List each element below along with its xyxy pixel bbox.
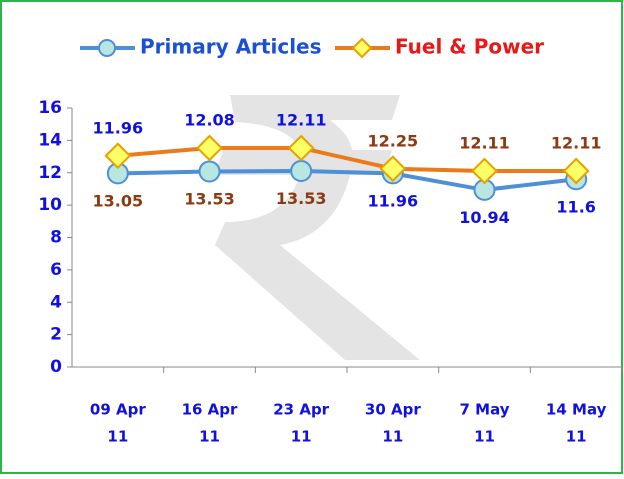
data-label: 11.96 xyxy=(93,119,144,138)
x-tick-label: 11 xyxy=(107,428,128,446)
y-tick-label: 14 xyxy=(38,130,62,150)
data-label: 12.11 xyxy=(551,134,602,153)
x-tick-label: 7 May xyxy=(459,401,509,419)
x-tick-label: 30 Apr xyxy=(365,401,421,419)
x-tick-label: 11 xyxy=(566,428,587,446)
data-label: 11.6 xyxy=(556,197,595,216)
x-tick-label: 11 xyxy=(291,428,312,446)
y-tick-label: 12 xyxy=(38,163,62,183)
chart: 0 2 4 6 8 10 12 14 16 09 Apr 11 16 Apr 11 23 Apr 11 30 … xyxy=(0,0,624,475)
y-tick-label: 6 xyxy=(50,260,62,280)
marker xyxy=(200,161,220,181)
legend-marker xyxy=(99,40,115,56)
y-tick-label: 2 xyxy=(50,325,62,345)
x-tick-label: 11 xyxy=(474,428,495,446)
data-label: 12.08 xyxy=(184,111,235,130)
x-tick-label: 11 xyxy=(199,428,220,446)
y-tick-label: 16 xyxy=(38,98,62,118)
data-label: 12.25 xyxy=(368,131,419,150)
data-label: 13.53 xyxy=(276,189,327,208)
y-tick-label: 4 xyxy=(50,292,62,312)
marker xyxy=(291,161,311,181)
y-tick-label: 8 xyxy=(50,228,62,248)
data-label: 12.11 xyxy=(276,111,327,130)
legend-label: Fuel & Power xyxy=(395,35,544,59)
x-tick-label: 14 May xyxy=(546,401,607,419)
data-label: 11.96 xyxy=(368,192,419,211)
y-tick-label: 0 xyxy=(50,357,62,377)
x-tick-label: 09 Apr xyxy=(90,401,146,419)
data-label: 10.94 xyxy=(459,208,510,227)
legend-label: Primary Articles xyxy=(140,35,322,59)
x-tick-label: 23 Apr xyxy=(273,401,329,419)
data-label: 13.05 xyxy=(93,192,144,211)
x-tick-label: 11 xyxy=(382,428,403,446)
data-label: 13.53 xyxy=(184,190,235,209)
y-tick-label: 10 xyxy=(38,195,62,215)
x-tick-label: 16 Apr xyxy=(182,401,238,419)
data-label: 12.11 xyxy=(459,134,510,153)
